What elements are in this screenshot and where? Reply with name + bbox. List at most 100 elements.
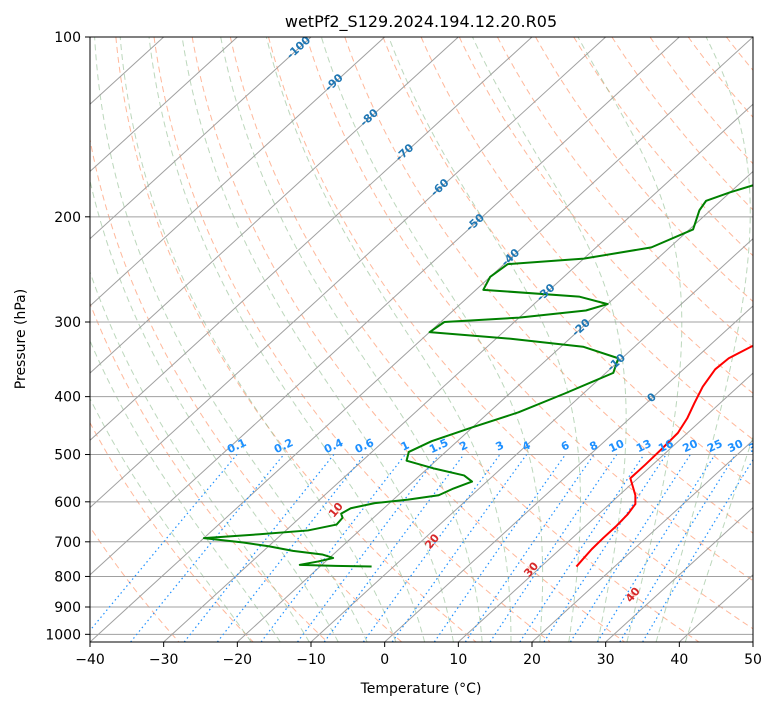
isotherm-line: [90, 37, 459, 374]
dry-adiabat-line: [344, 37, 753, 534]
moist-adiabat-line: [220, 37, 483, 642]
mixing-ratio-line: [464, 454, 595, 642]
x-tick-label: −10: [296, 652, 326, 668]
dry-adiabat-line: [153, 37, 551, 642]
isotherm-line: [531, 439, 753, 642]
dry-adiabat-line: [725, 37, 753, 72]
mixing-ratio-label: 16: [656, 437, 676, 455]
dry-adiabat-line: [458, 37, 753, 394]
dry-adiabat-line: [765, 37, 775, 642]
dry-adiabat-line: [268, 37, 753, 630]
isotherm-line: [752, 641, 753, 642]
moist-adiabat-line: [265, 37, 512, 642]
mixing-ratio-label: 0.1: [225, 436, 248, 456]
isotherm-line: [236, 170, 753, 642]
isotherm-line: [90, 37, 533, 442]
x-tick-label: 10: [449, 652, 467, 668]
y-tick-label: 300: [54, 315, 81, 331]
y-tick-label: 500: [54, 448, 81, 464]
y-tick-label: 700: [54, 535, 81, 551]
y-tick-label: 800: [54, 569, 81, 585]
y-tick-label: 100: [54, 30, 81, 46]
isotherm-line: [90, 37, 238, 173]
dry-adiabat-line: [90, 421, 254, 642]
x-tick-label: 40: [670, 652, 688, 668]
x-axis-title: Temperature (°C): [360, 681, 482, 697]
moist-adiabat-line: [181, 37, 454, 642]
mixing-ratio-label: 6: [559, 438, 572, 453]
mixing-ratio-line: [391, 454, 528, 642]
y-tick-label: 900: [54, 600, 81, 616]
dry-adiabat-line: [90, 526, 180, 642]
mixing-ratio-line: [519, 454, 645, 642]
mixing-ratio-line: [183, 454, 335, 642]
dry-adiabat-line: [90, 302, 328, 642]
mixing-ratio-line: [90, 454, 238, 632]
isotherm-line: [310, 237, 753, 642]
dry-adiabat-line: [420, 37, 753, 441]
dry-adiabat-line: [649, 37, 753, 165]
x-tick-label: −40: [75, 652, 105, 668]
isotherm-line: [605, 506, 753, 642]
moist-adiabat-line: [90, 178, 339, 642]
x-tick-label: 30: [597, 652, 615, 668]
dry-adiabat-line: [115, 37, 477, 642]
y-tick-label: 400: [54, 390, 81, 406]
mixing-ratio-line: [489, 454, 618, 642]
dry-adiabat-line: [229, 37, 700, 642]
y-tick-label: 200: [54, 210, 81, 226]
moist-adiabat-line: [90, 270, 310, 642]
isotherm-line: [90, 37, 607, 509]
moist-adiabat-line: [320, 37, 544, 642]
isotherm-line: [163, 103, 753, 642]
x-tick-label: 20: [523, 652, 541, 668]
dry-adiabat-line: [535, 37, 753, 303]
y-tick-label: 600: [54, 495, 81, 511]
temperature-profile-line: [575, 344, 753, 568]
mixing-ratio-line: [543, 454, 667, 642]
dry-adiabat-line: [611, 37, 753, 211]
isotherm-line: [90, 37, 680, 576]
mixing-ratio-label: 25: [705, 437, 724, 455]
y-axis-title: Pressure (hPa): [13, 289, 29, 389]
x-tick-label: 50: [744, 652, 762, 668]
isotherm-line: [384, 305, 753, 642]
isotherm-line: [90, 37, 312, 240]
mixing-ratio-line: [130, 454, 285, 642]
x-tick-label: −20: [223, 652, 253, 668]
mixing-ratio-line: [642, 458, 753, 642]
dry-adiabat-label: 20: [422, 531, 442, 551]
moist-adiabat-line: [90, 397, 252, 642]
mixing-ratio-label: 30: [726, 437, 746, 455]
mixing-ratio-line: [362, 454, 501, 642]
moist-adiabat-line: [119, 37, 397, 642]
x-tick-label: 0: [380, 652, 389, 668]
mixing-ratio-label: 0.4: [322, 436, 345, 456]
mixing-ratio-label: 8: [588, 439, 600, 454]
plot-frame: [89, 36, 754, 643]
dry-adiabat-line: [573, 37, 753, 257]
moist-adiabat-line: [94, 37, 368, 642]
mixing-ratio-label: 36: [746, 437, 766, 455]
chart-title: wetPf2_S129.2024.194.12.20.R05: [285, 12, 557, 32]
isotherm-line: [457, 372, 753, 642]
moist-adiabat-line: [388, 37, 581, 642]
mixing-ratio-line: [569, 454, 691, 642]
moist-adiabat-line: [148, 37, 426, 642]
y-tick-label: 1000: [45, 627, 81, 643]
mixing-ratio-line: [596, 454, 716, 642]
moist-adiabat-line: [684, 435, 753, 642]
moist-adiabat-line: [577, 37, 683, 642]
isotherm-label: -100: [284, 33, 313, 61]
mixing-ratio-line: [619, 454, 737, 642]
dry-adiabat-line: [382, 37, 753, 487]
dry-adiabat-line: [90, 137, 403, 642]
isotherm-line: [90, 37, 753, 642]
dry-adiabat-line: [496, 37, 753, 348]
dry-adiabat-line: [687, 37, 753, 118]
x-tick-label: −30: [149, 652, 179, 668]
mixing-ratio-line: [296, 454, 440, 642]
moist-adiabat-line: [472, 37, 627, 642]
mixing-ratio-line: [433, 454, 566, 642]
